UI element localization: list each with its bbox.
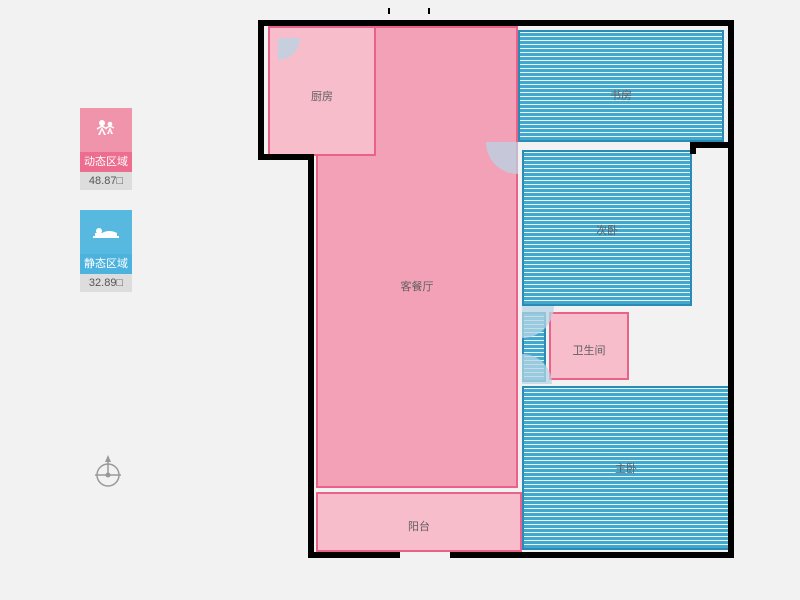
entrance-notch	[388, 12, 430, 20]
room-label-living: 客餐厅	[318, 278, 516, 294]
legend-dynamic-title: 动态区域	[80, 152, 132, 172]
wall-seg-7	[522, 552, 734, 558]
sleep-icon	[80, 210, 132, 254]
legend-dynamic: 动态区域 48.87□	[80, 108, 132, 190]
wall-seg-9	[690, 142, 696, 154]
room-label-bedroom2: 次卧	[524, 222, 690, 238]
room-label-bedroom1: 主卧	[524, 460, 728, 476]
room-label-kitchen: 厨房	[270, 88, 374, 104]
room-bath: 卫生间	[549, 312, 629, 380]
door-arc	[256, 16, 300, 60]
room-label-balcony: 阳台	[318, 518, 520, 534]
floor-plan: 客餐厅 厨房阳台 书房次卧卫生间主卧	[250, 12, 740, 582]
wall-seg-8	[690, 142, 734, 148]
room-label-bath: 卫生间	[551, 342, 627, 358]
legend-panel: 动态区域 48.87□ 静态区域 32.89□	[80, 108, 132, 312]
door-arc	[486, 110, 550, 174]
room-bedroom1: 主卧	[522, 386, 730, 550]
wall-seg-6	[728, 20, 734, 558]
room-balcony: 阳台	[316, 492, 522, 552]
room-label-study: 书房	[520, 87, 722, 103]
legend-static-value: 32.89□	[80, 274, 132, 292]
wall-seg-2	[258, 154, 314, 160]
legend-static: 静态区域 32.89□	[80, 210, 132, 292]
legend-dynamic-value: 48.87□	[80, 172, 132, 190]
legend-static-title: 静态区域	[80, 254, 132, 274]
compass-icon	[90, 455, 126, 491]
door-arc	[490, 274, 554, 338]
wall-seg-3	[308, 154, 314, 558]
wall-seg-0	[258, 20, 734, 26]
door-arc	[492, 354, 552, 414]
people-icon	[80, 108, 132, 152]
